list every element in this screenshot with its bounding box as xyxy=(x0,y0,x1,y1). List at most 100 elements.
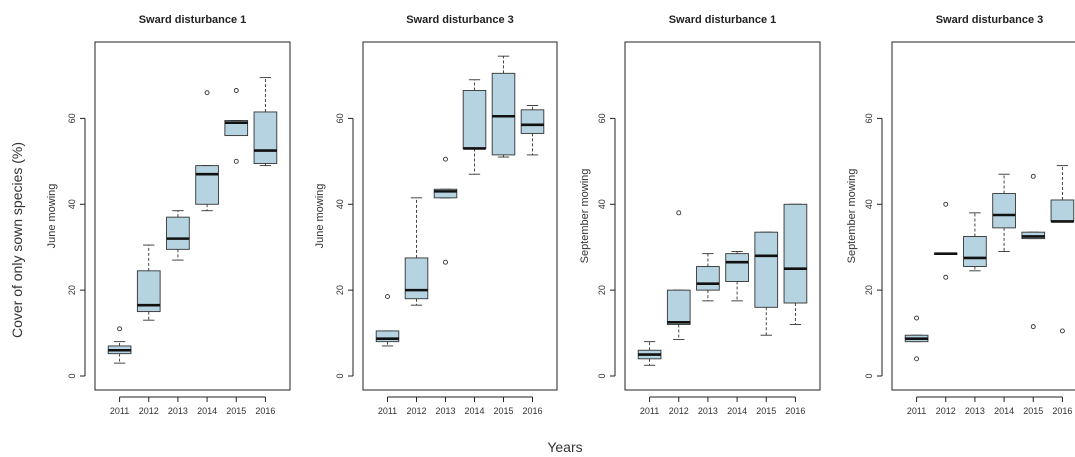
x-tick-label: 2013 xyxy=(698,406,718,416)
panel-title: Sward disturbance 3 xyxy=(936,14,1044,26)
y-axis-label: September mowing xyxy=(846,169,858,264)
box-iqr xyxy=(754,231,779,308)
box-iqr xyxy=(195,165,219,205)
x-tick-label: 2014 xyxy=(197,406,217,416)
box-iqr xyxy=(1050,199,1075,222)
y-tick-label: 40 xyxy=(67,199,77,209)
box-iqr xyxy=(666,289,691,325)
box-2016 xyxy=(783,203,808,325)
box-iqr xyxy=(725,253,749,282)
box-2015 xyxy=(224,88,249,164)
box-2014 xyxy=(195,90,219,212)
figure-y-axis-label: Cover of only sown species (%) xyxy=(9,142,25,338)
box-iqr xyxy=(166,216,190,250)
x-tick-label: 2013 xyxy=(168,406,188,416)
x-tick-label: 2012 xyxy=(139,406,159,416)
box-2016 xyxy=(1050,165,1075,334)
plot-frame xyxy=(891,41,1075,391)
box-2015 xyxy=(491,55,516,158)
outlier-point xyxy=(385,294,390,300)
x-tick-label: 2012 xyxy=(406,406,426,416)
x-tick-label: 2013 xyxy=(965,406,985,416)
box-2014 xyxy=(992,173,1016,252)
y-tick-label: 20 xyxy=(335,285,345,295)
x-tick-label: 2015 xyxy=(493,406,513,416)
x-tick-label: 2015 xyxy=(226,406,246,416)
x-tick-label: 2015 xyxy=(1023,406,1043,416)
box-iqr xyxy=(404,257,429,300)
box-2012 xyxy=(933,201,958,280)
y-tick-label: 20 xyxy=(597,285,607,295)
box-2014 xyxy=(725,251,749,302)
y-axis-label: June mowing xyxy=(314,184,326,249)
outlier-point xyxy=(233,158,239,164)
outlier-point xyxy=(914,356,920,362)
x-tick-label: 2016 xyxy=(785,406,805,416)
x-tick-label: 2016 xyxy=(1052,406,1072,416)
chart-panel-1: Sward disturbance 1 June mowing 0 20 40 60 201… xyxy=(46,14,291,416)
y-tick-label: 0 xyxy=(864,373,874,378)
box-2015 xyxy=(1021,173,1046,330)
box-iqr xyxy=(136,270,161,313)
box-2011 xyxy=(107,326,132,364)
x-tick-label: 2015 xyxy=(756,406,776,416)
x-tick-label: 2014 xyxy=(994,406,1014,416)
plot-frame xyxy=(94,41,291,391)
y-tick-label: 20 xyxy=(864,285,874,295)
panel-title: Sward disturbance 3 xyxy=(406,14,514,26)
box-iqr xyxy=(963,236,987,267)
outlier-point xyxy=(443,156,448,162)
box-2012 xyxy=(666,210,691,340)
y-tick-label: 0 xyxy=(597,373,607,378)
x-tick-label: 2016 xyxy=(522,406,542,416)
box-2013 xyxy=(963,212,987,272)
box-2011 xyxy=(904,315,929,362)
box-2014 xyxy=(462,79,487,175)
x-tick-label: 2012 xyxy=(936,406,956,416)
box-iqr xyxy=(462,90,487,149)
box-iqr xyxy=(253,111,278,164)
panel-title: Sward disturbance 1 xyxy=(139,14,247,26)
y-tick-label: 60 xyxy=(597,113,607,123)
box-iqr xyxy=(224,120,249,137)
box-2012 xyxy=(404,197,429,306)
box-iqr xyxy=(696,266,720,291)
box-iqr xyxy=(783,203,808,304)
outlier-point xyxy=(676,210,682,216)
x-tick-label: 2014 xyxy=(464,406,484,416)
box-2016 xyxy=(520,105,545,156)
x-tick-label: 2016 xyxy=(255,406,275,416)
outlier-point xyxy=(204,90,210,96)
box-2012 xyxy=(136,244,161,321)
box-2015 xyxy=(754,231,779,336)
y-tick-label: 40 xyxy=(335,199,345,209)
y-tick-label: 20 xyxy=(67,285,77,295)
figure-x-axis-label: Years xyxy=(547,439,582,455)
y-axis-label: June mowing xyxy=(46,184,58,249)
box-iqr xyxy=(433,188,458,199)
x-tick-label: 2011 xyxy=(640,406,659,416)
y-tick-label: 60 xyxy=(67,113,77,123)
box-2013 xyxy=(696,253,720,302)
x-tick-label: 2013 xyxy=(435,406,455,416)
box-iqr xyxy=(375,330,400,343)
x-tick-label: 2011 xyxy=(907,406,926,416)
y-tick-label: 40 xyxy=(597,199,607,209)
outlier-point xyxy=(914,315,920,321)
outlier-point xyxy=(1030,173,1036,179)
chart-panel-2: Sward disturbance 3 June mowing 0 20 40 60 201… xyxy=(314,14,558,416)
box-iqr xyxy=(491,72,516,156)
chart-panels: Sward disturbance 1 June mowing 0 20 40 60 201… xyxy=(46,14,1075,416)
x-tick-label: 2014 xyxy=(727,406,747,416)
plot-frame xyxy=(624,41,821,391)
chart-panel-3: Sward disturbance 1 September mowing 0 20 40… xyxy=(579,14,821,416)
x-tick-label: 2011 xyxy=(110,406,129,416)
outlier-point xyxy=(117,326,123,332)
panel-title: Sward disturbance 1 xyxy=(669,14,777,26)
outlier-point xyxy=(943,274,949,280)
outlier-point xyxy=(443,259,448,265)
plot-frame xyxy=(362,41,558,391)
box-iqr xyxy=(992,193,1016,229)
box-2011 xyxy=(637,341,662,366)
